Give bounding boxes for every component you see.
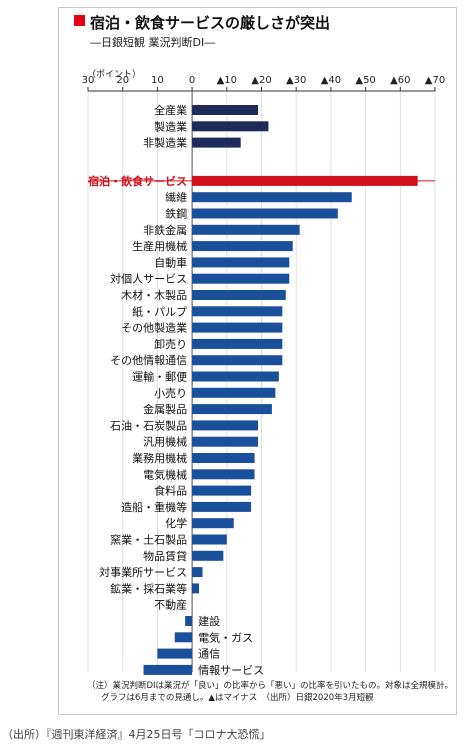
chart-subtitle: ―日銀短観 業況判断DI― [90, 36, 216, 49]
category-label: 製造業 [154, 119, 187, 133]
category-label: 石油・石炭製品 [110, 418, 187, 432]
chart-title-text: 宿泊・飲食サービスの厳しさが突出 [90, 14, 331, 32]
category-label: 小売り [154, 387, 187, 400]
bar [192, 306, 283, 317]
bar [192, 338, 283, 349]
category-label: 紙・パルプ [132, 304, 187, 318]
unit-label: （ポイント） [87, 70, 142, 80]
bar [192, 371, 279, 382]
x-tick-label: ▲60 [390, 75, 410, 86]
bar [157, 648, 193, 659]
bar [192, 121, 269, 132]
category-label: 食料品 [154, 484, 187, 498]
category-label: 全産業 [154, 103, 187, 117]
category-label: 自動車 [154, 255, 187, 269]
bar [192, 469, 255, 480]
title-square-icon [74, 15, 85, 26]
x-tick-label: ▲50 [355, 75, 375, 86]
bar [192, 420, 259, 431]
category-label: 電気機械 [143, 467, 187, 481]
category-label: 業務用機械 [132, 451, 187, 465]
bar [185, 616, 193, 626]
bar [192, 137, 241, 148]
bar [192, 257, 290, 268]
bar [192, 404, 272, 415]
category-label: 非鉄金属 [143, 223, 187, 237]
category-label: その他情報通信 [110, 354, 187, 367]
bar [192, 322, 283, 333]
bar [192, 105, 259, 115]
bar [192, 175, 418, 186]
bar [192, 567, 203, 578]
bar [143, 664, 193, 675]
note-line-1: （注）業況判断DIは業況が「良い」の比率から「悪い」の比率を引いたもの。対象は全… [87, 681, 454, 691]
category-label: 非製造業 [143, 136, 187, 150]
category-label: その他製造業 [121, 321, 187, 335]
category-label: 木材・木製品 [121, 288, 187, 302]
x-tick-label: ▲20 [251, 75, 271, 86]
bar [192, 387, 276, 398]
category-label: 運輸・郵便 [132, 370, 187, 384]
bar [192, 485, 252, 496]
category-label: 生産用機械 [132, 239, 187, 253]
category-label: 造船・重機等 [121, 500, 187, 514]
category-label: 電気・ガス [198, 630, 253, 644]
bar [192, 436, 259, 447]
x-tick-label: 0 [189, 75, 195, 86]
category-label: 対個人サービス [110, 272, 187, 286]
bar [192, 518, 234, 529]
bar [192, 501, 252, 512]
x-tick-label: ▲70 [425, 75, 445, 86]
bar [192, 453, 255, 463]
category-label: 窯業・土石製品 [110, 533, 187, 547]
category-label: 建設 [198, 614, 220, 628]
x-tick-label: ▲10 [217, 75, 237, 86]
category-label: 情報サービス [198, 664, 264, 677]
category-label: 鉄鋼 [165, 207, 187, 221]
bar [192, 273, 290, 284]
chart-notes: （注）業況判断DIは業況が「良い」の比率から「悪い」の比率を引いたもの。対象は全… [87, 680, 455, 704]
bar [192, 534, 227, 545]
x-tick-label: ▲30 [286, 75, 306, 86]
category-label: 金属製品 [143, 402, 187, 416]
bar [192, 208, 338, 219]
bar [192, 583, 200, 594]
category-label: 宿泊・飲食サービス [88, 174, 187, 188]
category-label: 対事業所サービス [99, 565, 187, 579]
bar [192, 550, 224, 561]
category-label: 繊維 [165, 191, 187, 204]
x-tick-label: 30 [82, 75, 95, 86]
bar [192, 224, 300, 235]
category-label: 汎用機械 [143, 435, 187, 449]
x-tick-label: 20 [116, 75, 129, 86]
bar [192, 241, 293, 252]
source-caption: （出所）『週刊東洋経済』4月25日号「コロナ大恐慌」 [2, 728, 271, 741]
bar [192, 290, 286, 300]
bar [192, 192, 352, 203]
category-label: 鉱業・採石業等 [110, 581, 187, 595]
x-tick-label: ▲40 [321, 75, 341, 86]
note-line-2: グラフは6月までの見通し。▲はマイナス （出所）日銀2020年3月短観 [101, 693, 374, 703]
category-label: 卸売り [154, 337, 187, 351]
category-label: 不動産 [154, 598, 187, 612]
category-label: 通信 [198, 648, 220, 661]
bar [174, 632, 193, 643]
bar [192, 355, 283, 366]
category-label: 化学 [165, 516, 187, 530]
category-label: 物品賃貸 [143, 549, 187, 563]
x-tick-label: 10 [151, 75, 164, 86]
